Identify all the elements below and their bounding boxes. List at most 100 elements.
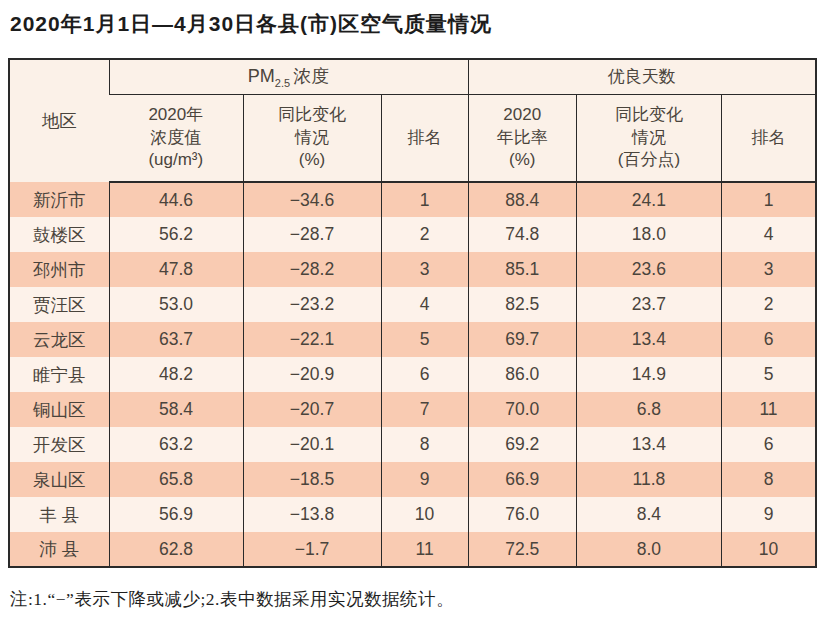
pm25-value-cell: 62.8 <box>109 532 243 567</box>
pm25-change-cell: −13.8 <box>243 497 381 532</box>
pm25-change-cell: −20.1 <box>243 427 381 462</box>
table-body: 新沂市 44.6 −34.6 1 88.4 24.1 1 鼓楼区 56.2 −2… <box>9 182 816 567</box>
pm25-rank-cell: 5 <box>381 322 468 357</box>
region-cell: 睢宁县 <box>9 357 109 392</box>
table-row: 睢宁县 48.2 −20.9 6 86.0 14.9 5 <box>9 357 816 392</box>
pm25-change-cell: −1.7 <box>243 532 381 567</box>
pm25-value-cell: 63.2 <box>109 427 243 462</box>
pm25-value-cell: 47.8 <box>109 252 243 287</box>
group-header-pm25: PM2.5浓度 <box>109 59 468 94</box>
header-line: (ug/m³) <box>109 149 242 171</box>
days-ratio-cell: 82.5 <box>468 287 576 322</box>
days-ratio-cell: 69.2 <box>468 427 576 462</box>
header-line: 同比变化 <box>577 104 721 126</box>
region-cell: 开发区 <box>9 427 109 462</box>
header-line: 情况 <box>577 127 721 149</box>
days-ratio-cell: 86.0 <box>468 357 576 392</box>
days-change-cell: 13.4 <box>576 322 721 357</box>
header-line: 年比率 <box>469 127 576 149</box>
pm25-rank-cell: 11 <box>381 532 468 567</box>
table-row: 开发区 63.2 −20.1 8 69.2 13.4 6 <box>9 427 816 462</box>
table-row: 贾汪区 53.0 −23.2 4 82.5 23.7 2 <box>9 287 816 322</box>
page-title: 2020年1月1日—4月30日各县(市)区空气质量情况 <box>10 10 492 38</box>
days-change-cell: 24.1 <box>576 182 721 217</box>
table-row: 沛 县 62.8 −1.7 11 72.5 8.0 10 <box>9 532 816 567</box>
pm25-suffix: 浓度 <box>293 66 329 86</box>
days-ratio-cell: 74.8 <box>468 217 576 252</box>
group-header-good-days: 优良天数 <box>468 59 816 94</box>
pm25-value-cell: 53.0 <box>109 287 243 322</box>
days-change-cell: 6.8 <box>576 392 721 427</box>
days-change-cell: 8.4 <box>576 497 721 532</box>
days-rank-cell: 6 <box>722 427 816 462</box>
pm25-value-cell: 48.2 <box>109 357 243 392</box>
table-row: 云龙区 63.7 −22.1 5 69.7 13.4 6 <box>9 322 816 357</box>
days-rank-cell: 1 <box>722 182 816 217</box>
pm25-rank-cell: 9 <box>381 462 468 497</box>
col-header-days-change: 同比变化 情况 (百分点) <box>576 94 721 182</box>
pm25-value-cell: 65.8 <box>109 462 243 497</box>
days-change-cell: 23.7 <box>576 287 721 322</box>
days-change-cell: 18.0 <box>576 217 721 252</box>
region-cell: 新沂市 <box>9 182 109 217</box>
table-header: 地区 PM2.5浓度 优良天数 2020年 浓度值 (ug/m³) 同比变化 情… <box>9 59 816 182</box>
pm25-prefix: PM <box>248 66 275 86</box>
col-header-pm25-rank: 排名 <box>381 94 468 182</box>
days-change-cell: 8.0 <box>576 532 721 567</box>
region-cell: 铜山区 <box>9 392 109 427</box>
days-rank-cell: 10 <box>722 532 816 567</box>
region-cell: 丰 县 <box>9 497 109 532</box>
table-row: 邳州市 47.8 −28.2 3 85.1 23.6 3 <box>9 252 816 287</box>
region-cell: 鼓楼区 <box>9 217 109 252</box>
air-quality-table: 地区 PM2.5浓度 优良天数 2020年 浓度值 (ug/m³) 同比变化 情… <box>8 58 817 568</box>
table-row: 铜山区 58.4 −20.7 7 70.0 6.8 11 <box>9 392 816 427</box>
pm25-change-cell: −20.7 <box>243 392 381 427</box>
pm25-value-cell: 56.2 <box>109 217 243 252</box>
pm25-rank-cell: 10 <box>381 497 468 532</box>
pm25-rank-cell: 4 <box>381 287 468 322</box>
region-cell: 泉山区 <box>9 462 109 497</box>
days-rank-cell: 11 <box>722 392 816 427</box>
days-change-cell: 11.8 <box>576 462 721 497</box>
pm25-group-label: PM2.5浓度 <box>248 66 330 86</box>
days-rank-cell: 3 <box>722 252 816 287</box>
header-group-row: 地区 PM2.5浓度 优良天数 <box>9 59 816 94</box>
pm25-rank-cell: 1 <box>381 182 468 217</box>
days-change-cell: 14.9 <box>576 357 721 392</box>
days-ratio-cell: 72.5 <box>468 532 576 567</box>
header-line: 浓度值 <box>109 127 242 149</box>
header-line: (百分点) <box>577 149 721 171</box>
col-header-pm25-change: 同比变化 情况 (%) <box>243 94 381 182</box>
region-cell: 沛 县 <box>9 532 109 567</box>
region-cell: 云龙区 <box>9 322 109 357</box>
days-change-cell: 23.6 <box>576 252 721 287</box>
pm25-change-cell: −28.2 <box>243 252 381 287</box>
pm25-change-cell: −20.9 <box>243 357 381 392</box>
pm25-rank-cell: 8 <box>381 427 468 462</box>
col-header-region: 地区 <box>9 59 109 182</box>
days-change-cell: 13.4 <box>576 427 721 462</box>
pm25-rank-cell: 6 <box>381 357 468 392</box>
table-row: 鼓楼区 56.2 −28.7 2 74.8 18.0 4 <box>9 217 816 252</box>
pm25-change-cell: −23.2 <box>243 287 381 322</box>
days-ratio-cell: 66.9 <box>468 462 576 497</box>
days-rank-cell: 8 <box>722 462 816 497</box>
days-ratio-cell: 70.0 <box>468 392 576 427</box>
pm25-subscript: 2.5 <box>275 77 290 89</box>
header-line: (%) <box>244 149 381 171</box>
footnote: 注:1.“−”表示下降或减少;2.表中数据采用实况数据统计。 <box>10 587 454 611</box>
pm25-value-cell: 58.4 <box>109 392 243 427</box>
pm25-change-cell: −22.1 <box>243 322 381 357</box>
header-line: 同比变化 <box>244 104 381 126</box>
header-line: (%) <box>469 149 576 171</box>
days-ratio-cell: 85.1 <box>468 252 576 287</box>
days-rank-cell: 4 <box>722 217 816 252</box>
header-line: 情况 <box>244 127 381 149</box>
pm25-change-cell: −34.6 <box>243 182 381 217</box>
col-header-pm25-value: 2020年 浓度值 (ug/m³) <box>109 94 243 182</box>
pm25-rank-cell: 3 <box>381 252 468 287</box>
col-header-days-rank: 排名 <box>722 94 816 182</box>
days-rank-cell: 2 <box>722 287 816 322</box>
pm25-change-cell: −28.7 <box>243 217 381 252</box>
header-sub-row: 2020年 浓度值 (ug/m³) 同比变化 情况 (%) 排名 2020 年比… <box>9 94 816 182</box>
